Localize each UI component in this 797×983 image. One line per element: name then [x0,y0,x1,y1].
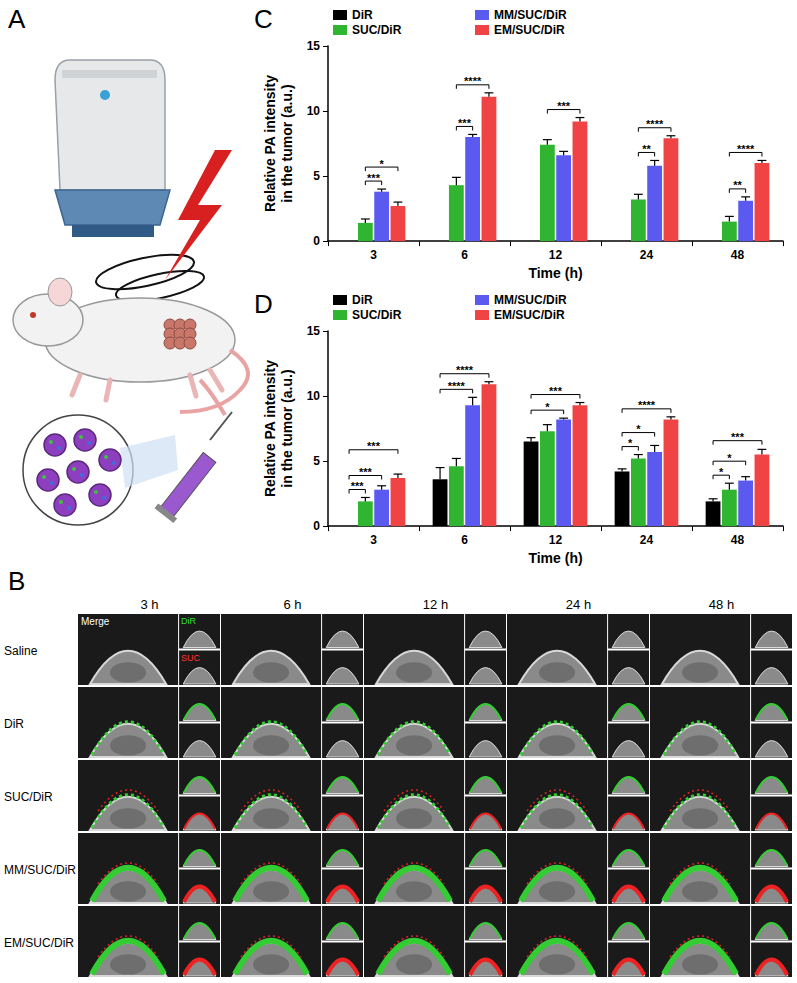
svg-text:***: *** [367,172,381,184]
svg-text:DiR: DiR [181,616,196,626]
svg-text:in the tumor (a.u.): in the tumor (a.u.) [279,369,295,487]
html-text:C: C [254,4,273,34]
svg-text:***: *** [359,466,373,478]
svg-text:12: 12 [549,533,563,547]
svg-text:15: 15 [307,324,321,338]
svg-text:6: 6 [461,248,468,262]
svg-text:*: * [545,401,550,413]
svg-text:10: 10 [307,389,321,403]
svg-text:in the tumor (a.u.): in the tumor (a.u.) [279,84,295,202]
svg-text:DiR: DiR [4,717,24,731]
svg-text:***: *** [549,385,563,397]
svg-text:Relative PA intensity: Relative PA intensity [262,75,278,212]
svg-text:***: *** [557,100,571,112]
svg-text:10: 10 [307,104,321,118]
svg-text:EM/SUC/DiR: EM/SUC/DiR [494,308,565,322]
svg-text:***: *** [367,440,381,452]
svg-text:12: 12 [549,248,563,262]
svg-text:0: 0 [313,519,320,533]
svg-text:12 h: 12 h [423,597,448,612]
svg-text:0: 0 [313,234,320,248]
svg-text:MM/SUC/DiR: MM/SUC/DiR [494,8,567,22]
svg-text:5: 5 [313,454,320,468]
html-text:A: A [8,4,26,34]
svg-text:DiR: DiR [352,293,373,307]
svg-text:****: **** [464,75,482,87]
svg-text:Time (h): Time (h) [528,265,582,281]
svg-text:Merge: Merge [81,616,110,627]
svg-text:MM/SUC/DiR: MM/SUC/DiR [494,293,567,307]
svg-text:Time (h): Time (h) [528,550,582,566]
svg-text:*: * [628,437,633,449]
svg-text:***: *** [351,480,365,492]
svg-text:24: 24 [640,248,654,262]
svg-text:48 h: 48 h [709,597,734,612]
svg-text:EM/SUC/DiR: EM/SUC/DiR [494,23,565,37]
svg-text:SUC/DiR: SUC/DiR [352,308,402,322]
svg-text:****: **** [737,143,755,155]
svg-text:Relative PA intensity: Relative PA intensity [262,360,278,497]
svg-text:*: * [636,423,641,435]
svg-text:Saline: Saline [4,644,38,658]
svg-text:*: * [727,452,732,464]
svg-text:3: 3 [370,533,377,547]
html-text:B: B [8,566,26,596]
svg-text:SUC/DiR: SUC/DiR [4,790,53,804]
svg-text:24 h: 24 h [566,597,591,612]
svg-text:SUC/DiR: SUC/DiR [352,23,402,37]
svg-text:***: *** [731,431,745,443]
svg-text:***: *** [458,117,472,129]
svg-text:*: * [380,158,385,170]
svg-text:5: 5 [313,169,320,183]
svg-text:6 h: 6 h [283,597,301,612]
svg-text:6: 6 [461,533,468,547]
svg-text:48: 48 [731,248,745,262]
svg-text:15: 15 [307,39,321,53]
svg-text:3 h: 3 h [140,597,158,612]
svg-text:48: 48 [731,533,745,547]
svg-text:3: 3 [370,248,377,262]
svg-text:****: **** [448,380,466,392]
svg-text:*: * [719,466,724,478]
svg-text:24: 24 [640,533,654,547]
svg-text:****: **** [638,399,656,411]
html-text:D: D [254,289,273,319]
svg-text:EM/SUC/DiR: EM/SUC/DiR [4,936,74,950]
svg-text:MM/SUC/DiR: MM/SUC/DiR [4,863,76,877]
svg-text:**: ** [642,143,651,155]
svg-text:****: **** [646,118,664,130]
svg-text:SUC: SUC [181,653,201,663]
svg-text:****: **** [456,364,474,376]
svg-text:**: ** [733,179,742,191]
svg-text:DiR: DiR [352,8,373,22]
